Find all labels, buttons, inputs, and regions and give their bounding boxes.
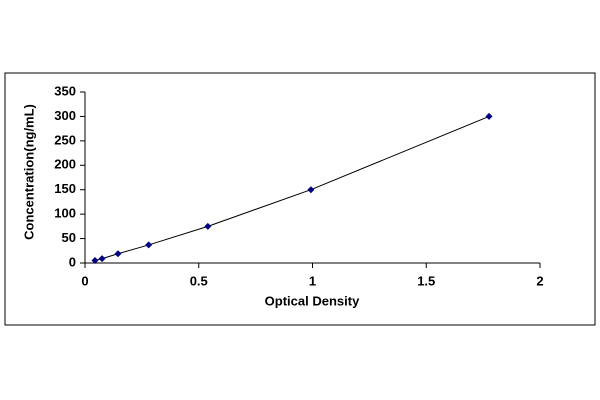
data-point <box>91 257 99 265</box>
data-point <box>98 255 106 263</box>
x-tick-label: 0 <box>81 273 88 288</box>
y-tick-label: 0 <box>69 254 76 269</box>
x-tick-label: 1 <box>309 273 316 288</box>
y-axis-label: Concentration(ng/mL) <box>21 104 36 240</box>
x-tick-label: 1.5 <box>417 273 435 288</box>
data-point <box>307 186 315 194</box>
y-tick-label: 350 <box>54 83 76 98</box>
chart-frame <box>4 72 596 326</box>
y-tick-label: 300 <box>54 108 76 123</box>
x-axis-label: Optical Density <box>265 293 360 308</box>
y-tick-label: 100 <box>54 206 76 221</box>
data-point <box>485 112 493 120</box>
y-tick-label: 150 <box>54 181 76 196</box>
y-tick-label: 250 <box>54 132 76 147</box>
x-tick-label: 0.5 <box>190 273 208 288</box>
data-point <box>204 222 212 230</box>
y-tick-label: 50 <box>62 230 76 245</box>
data-point <box>145 241 153 249</box>
data-point <box>114 250 122 258</box>
x-tick-label: 2 <box>536 273 543 288</box>
y-tick-label: 200 <box>54 157 76 172</box>
